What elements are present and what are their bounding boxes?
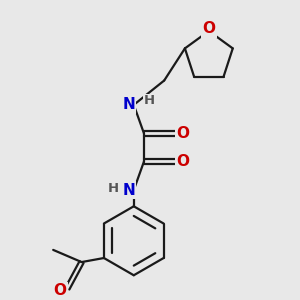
Text: N: N (122, 183, 135, 198)
Text: H: H (144, 94, 155, 107)
Text: O: O (176, 126, 189, 141)
Text: O: O (202, 22, 215, 37)
Text: O: O (176, 154, 189, 169)
Text: O: O (54, 283, 67, 298)
Text: N: N (122, 98, 135, 112)
Text: H: H (108, 182, 119, 194)
